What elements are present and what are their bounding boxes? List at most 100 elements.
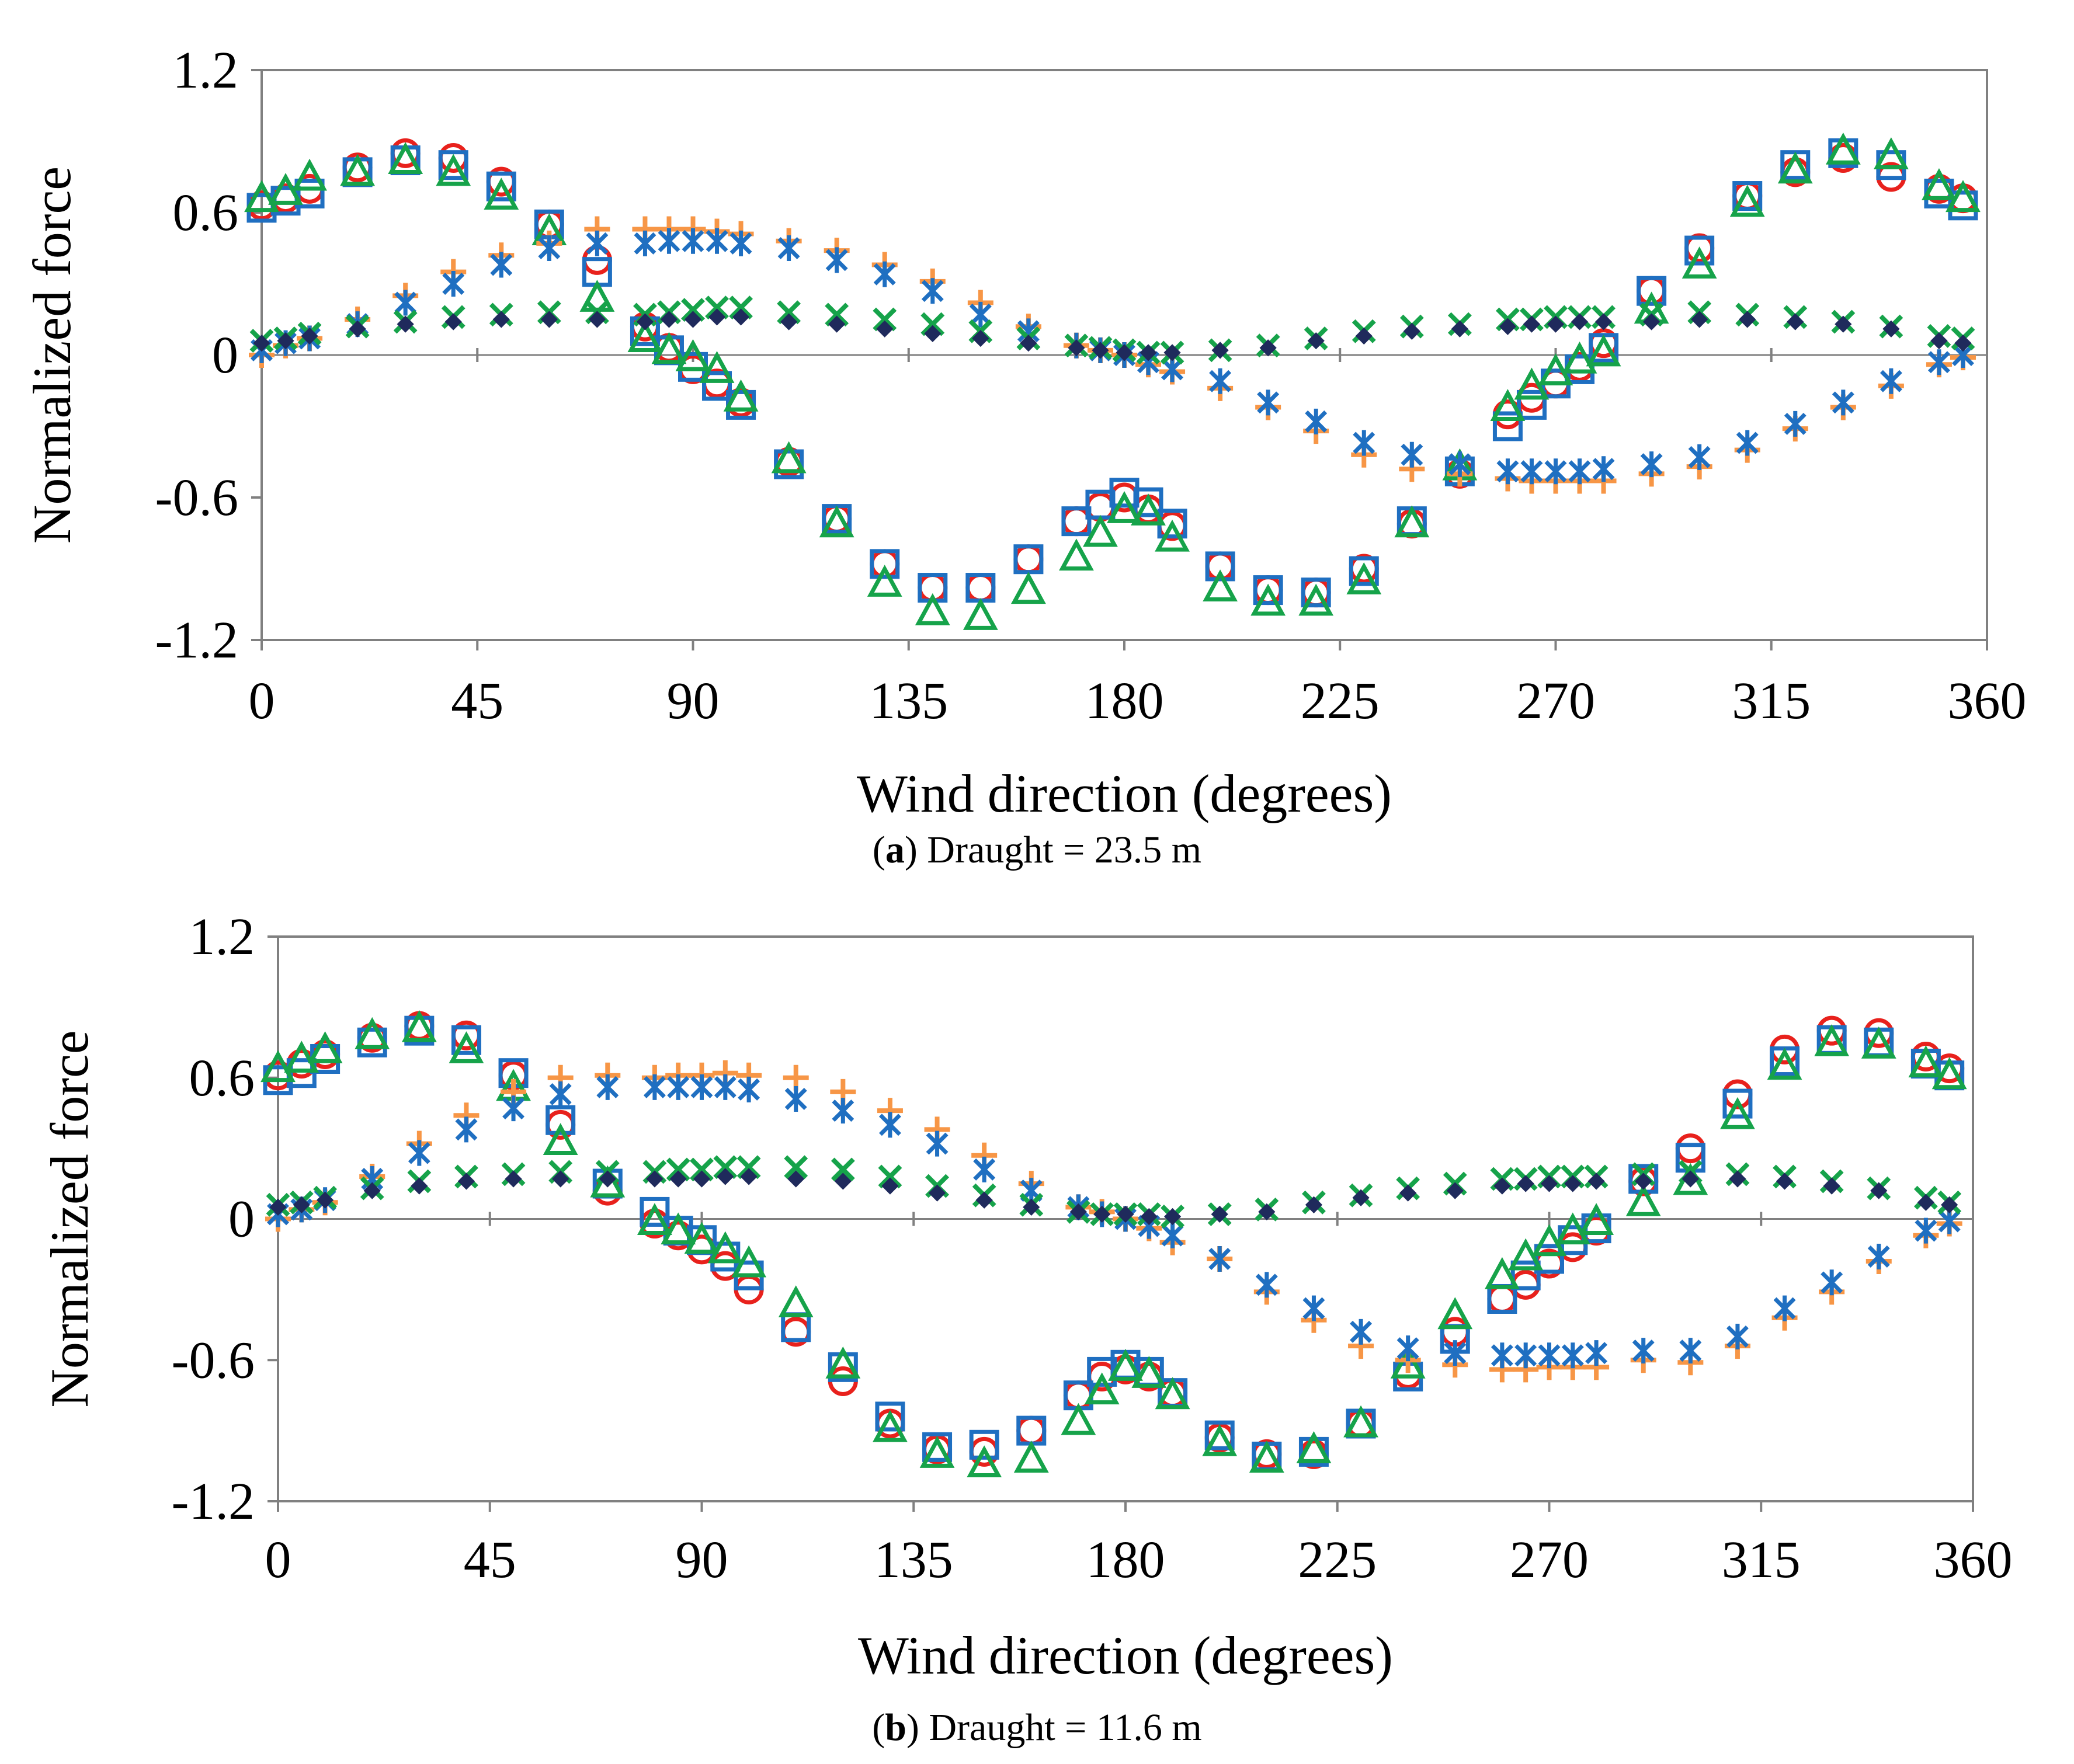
x-tick-label: 225 [1298,1531,1377,1589]
data-point-diamond [253,335,270,352]
y-tick-label: -0.6 [172,1331,255,1389]
y-tick-label: -1.2 [155,611,238,669]
data-point-star [777,235,800,261]
data-point-diamond [1093,1205,1111,1223]
data-point-triangle [1873,137,1909,169]
y-tick-label: 0.6 [173,184,239,242]
data-point-diamond [1870,1182,1888,1199]
data-point-star [596,1074,619,1100]
data-point-triangle [778,1285,814,1318]
data-point-diamond [1594,313,1613,330]
data-point-x-mark [713,1155,738,1180]
data-point-triangle [1059,538,1094,571]
data-point-star [832,1098,854,1124]
data-point-diamond [1691,311,1708,328]
data-point-square [546,1105,576,1135]
x-tick-label: 0 [249,672,275,730]
data-point-diamond [787,1170,805,1188]
data-point-x-mark [831,1157,855,1182]
data-point-diamond [505,1170,522,1188]
data-point-triangle [1437,1297,1473,1330]
data-point-diamond [693,1170,711,1188]
data-point-diamond [1259,339,1277,357]
data-point-star [1396,1335,1419,1362]
data-point-square [451,1025,481,1055]
data-point-diamond [301,327,318,345]
data-point-triangle [1682,246,1717,279]
data-point-square [1732,181,1763,211]
data-point-diamond [1403,322,1420,340]
y-tick-label: 0.6 [189,1049,255,1107]
data-point-star [634,230,656,256]
data-point-diamond [1163,1208,1182,1226]
data-point-triangle [1202,1424,1238,1456]
x-tick-label: 360 [1948,672,2027,730]
x-tick-label: 90 [676,1531,728,1589]
data-point-triangle [1729,185,1765,217]
data-point-star [1444,1340,1467,1366]
data-point-star [1401,441,1423,468]
data-point-diamond [1258,1203,1276,1221]
data-point-diamond [1517,1175,1534,1192]
data-point-star [1209,368,1232,394]
data-point-diamond [928,1184,946,1202]
data-point-diamond [684,311,702,328]
data-point-x-mark [729,295,753,320]
data-point-triangle [1767,1048,1802,1080]
data-point-square [1061,506,1092,537]
data-point-triangle [292,158,327,191]
data-point-triangle [1131,493,1166,526]
data-point-star [1520,458,1543,485]
x-tick-label: 180 [1086,1531,1165,1589]
data-point-triangle [590,1165,626,1198]
data-point-triangle [1013,1441,1049,1473]
caption-a-letter: a [885,829,905,871]
data-point-diamond [1352,1189,1370,1206]
data-point-diamond [269,1198,287,1216]
data-point-triangle [919,1436,955,1468]
data-point-triangle [1155,519,1190,552]
series-circle [246,138,1978,608]
data-point-triangle [637,1203,672,1236]
data-point-star [1257,389,1280,416]
y-tick-label: -1.2 [172,1473,255,1530]
data-point-diamond [1954,335,1972,352]
data-point-diamond [636,313,654,330]
data-point-triangle [1249,1441,1284,1473]
data-point-diamond [1117,1205,1134,1223]
data-point-star [969,301,992,328]
data-point-triangle [484,178,519,210]
data-point-triangle [1777,151,1813,184]
data-point-diamond [1882,320,1900,338]
data-point-diamond [599,1170,616,1188]
data-point-diamond [646,1170,663,1188]
data-point-diamond [1069,1203,1088,1221]
data-point-square [1516,389,1547,420]
data-point-star [1726,1323,1749,1349]
series-diamond [269,1168,1958,1226]
data-point-triangle [1562,341,1597,374]
data-point-diamond [1211,1205,1228,1223]
x-tick-label: 45 [464,1531,516,1589]
data-point-square [1349,556,1379,586]
data-point-triangle [1538,353,1573,385]
data-point-star [729,230,752,256]
data-point-star [1538,1342,1561,1369]
data-point-circle [1016,1415,1047,1446]
chart-a: 1.20.60-0.6-1.20 45 90 135 180 225 270 315 360Wi… [22,41,2027,823]
data-point-triangle [1061,1403,1096,1435]
data-point-triangle [963,598,998,630]
series-diamond [253,308,1972,361]
data-point-triangle [873,1410,908,1442]
data-point-diamond [293,1196,310,1213]
data-point-triangle [1155,1377,1190,1410]
data-point-diamond [1823,1177,1840,1195]
data-point-star [926,1130,949,1157]
data-point-diamond [1729,1170,1746,1188]
data-point-diamond [669,1170,687,1188]
data-point-diamond [1540,1175,1558,1192]
data-point-x-mark [666,1157,690,1182]
data-point-triangle [1131,1356,1167,1388]
data-point-triangle [1908,1045,1944,1078]
data-point-triangle [1579,1203,1614,1236]
